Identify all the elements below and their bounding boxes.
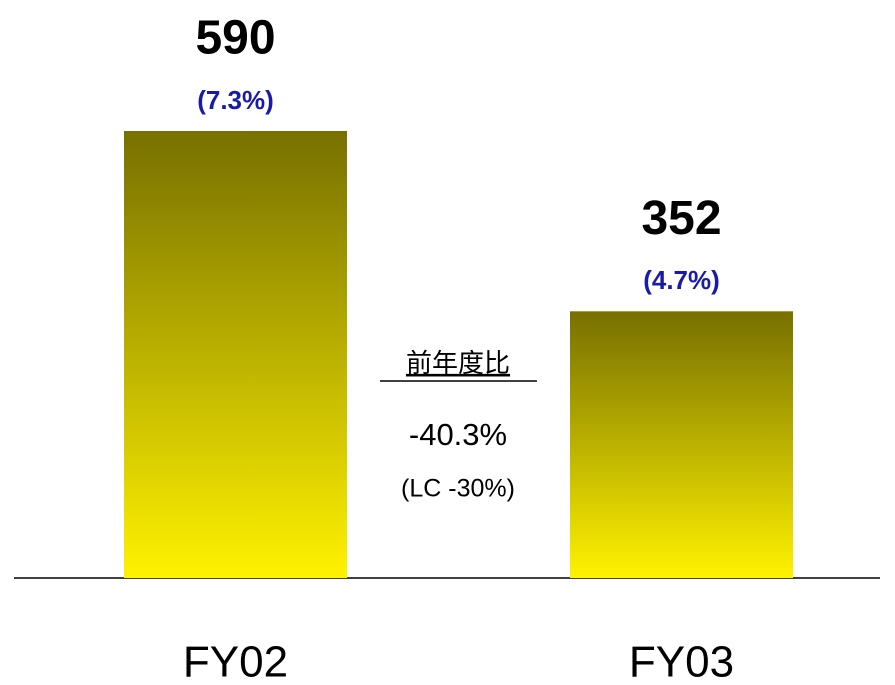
percent-label: (7.3%) xyxy=(197,85,274,115)
bar xyxy=(570,311,793,578)
annotation-title: 前年度比 xyxy=(406,348,510,378)
value-label: 590 xyxy=(195,12,275,65)
value-label: 352 xyxy=(641,192,721,245)
bar xyxy=(124,131,347,578)
percent-label: (4.7%) xyxy=(643,265,720,295)
x-tick-label: FY02 xyxy=(183,638,288,685)
annotation-lc-change: (LC -30%) xyxy=(401,475,515,503)
annotation-change: -40.3% xyxy=(409,417,507,452)
x-tick-label: FY03 xyxy=(629,638,734,685)
